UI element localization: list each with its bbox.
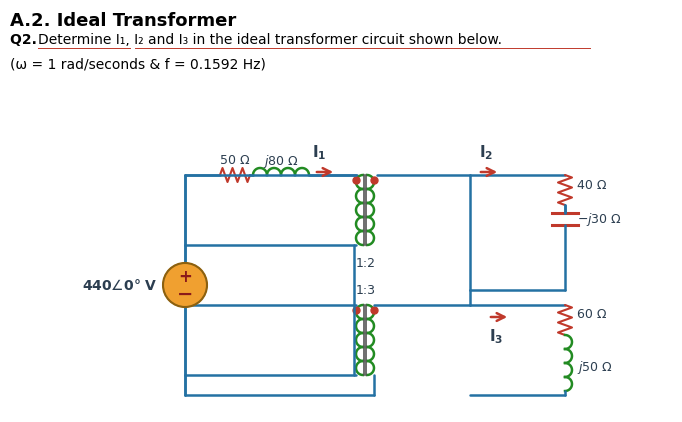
Text: 40 Ω: 40 Ω [577,179,606,192]
Text: $j$80 Ω: $j$80 Ω [263,152,299,170]
Text: $j$50 Ω: $j$50 Ω [577,360,613,376]
Text: $-j$30 Ω: $-j$30 Ω [577,211,622,227]
Text: −: − [177,284,193,303]
Text: +: + [178,268,192,286]
Text: $\mathbf{I_3}$: $\mathbf{I_3}$ [489,327,503,346]
Text: Determine I₁, I₂ and I₃ in the ideal transformer circuit shown below.: Determine I₁, I₂ and I₃ in the ideal tra… [38,33,502,47]
Text: A.2. Ideal Transformer: A.2. Ideal Transformer [10,12,236,30]
Text: $\mathbf{I_2}$: $\mathbf{I_2}$ [479,143,493,162]
Text: Q2.: Q2. [10,33,42,47]
Text: (ω = 1 rad/seconds & f = 0.1592 Hz): (ω = 1 rad/seconds & f = 0.1592 Hz) [10,57,266,71]
Text: $\mathbf{I_1}$: $\mathbf{I_1}$ [312,143,326,162]
Text: 440$\angle$0° V: 440$\angle$0° V [82,278,157,292]
Text: 1:3: 1:3 [356,284,376,297]
Text: 60 Ω: 60 Ω [577,308,606,322]
Text: 1:2: 1:2 [356,257,376,270]
Circle shape [163,263,207,307]
Text: 50 Ω: 50 Ω [220,154,250,168]
